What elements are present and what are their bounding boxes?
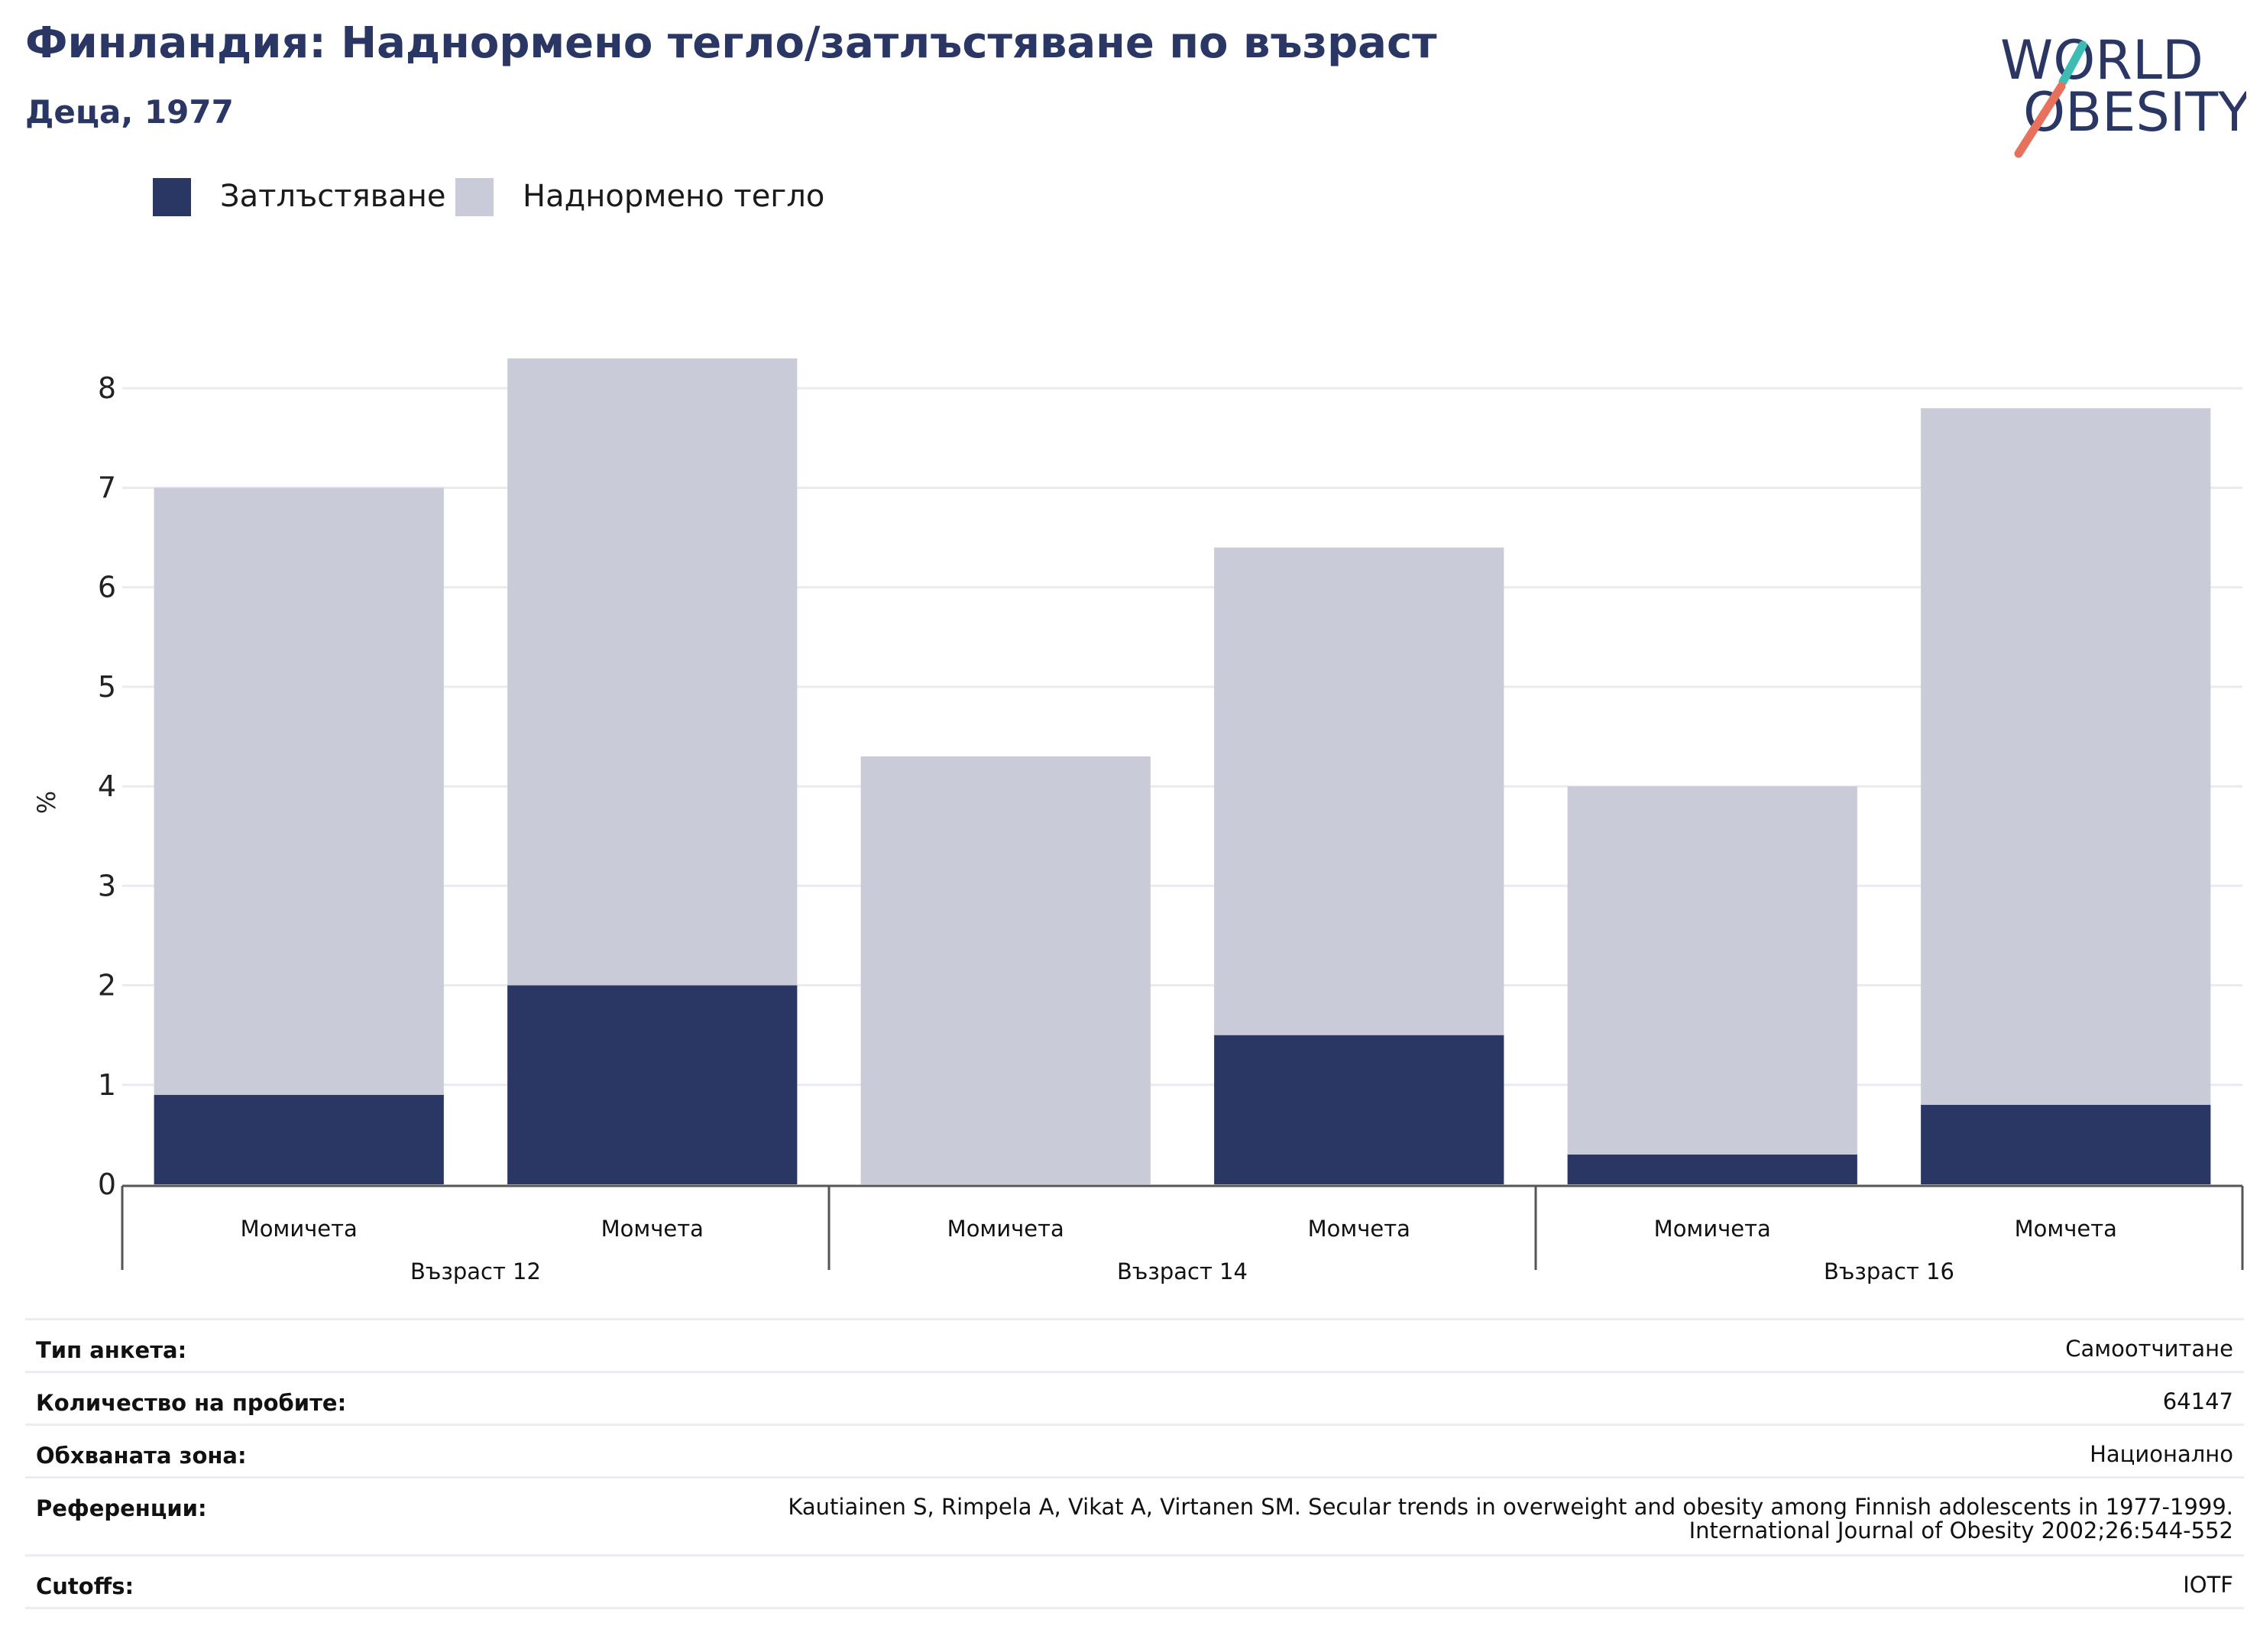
- info-value-sample-size: 64147: [2162, 1388, 2233, 1414]
- logo-slash-coral: [2014, 82, 2066, 158]
- info-label-survey-type: Тип анкета:: [36, 1337, 187, 1363]
- stacked-bar-chart: 0 1 2 3 4 5 6 7 8% Момичета Момчета Момичета Момчета…: [32, 358, 2244, 1284]
- group-label: Възраст 14: [1117, 1258, 1248, 1284]
- info-label-cutoffs: Cutoffs:: [36, 1573, 134, 1599]
- x-tick-label: Момичета: [241, 1216, 358, 1242]
- y-tick-label: 1: [98, 1068, 116, 1102]
- info-value-survey-type: Самоотчитане: [2065, 1336, 2233, 1362]
- survey-info-table: Тип анкета: Самоотчитане Количество на п…: [25, 1318, 2244, 1609]
- bar-obesity: [154, 1094, 444, 1184]
- x-tick-label: Момчета: [601, 1216, 704, 1242]
- y-tick-label: 7: [98, 471, 116, 504]
- world-obesity-logo: WORLD OBESITY: [2000, 29, 2246, 158]
- x-tick-label: Момчета: [1308, 1216, 1410, 1242]
- bar-overweight: [1567, 786, 1857, 1155]
- y-axis-label: %: [32, 791, 61, 814]
- y-tick-label: 2: [98, 969, 116, 1003]
- info-row-survey-type: Тип анкета: Самоотчитане: [25, 1320, 2244, 1373]
- legend-swatch-overweight: [455, 178, 494, 216]
- bar-overweight: [507, 358, 798, 986]
- y-tick-label: 4: [98, 769, 116, 803]
- bar-obesity: [507, 985, 798, 1184]
- group-label: Възраст 16: [1824, 1258, 1954, 1284]
- logo-word-world: WORLD: [2000, 29, 2203, 92]
- y-tick-label: 0: [98, 1168, 116, 1201]
- info-row-cutoffs: Cutoffs: IOTF: [25, 1556, 2244, 1609]
- legend-label-obesity: Затлъстяване: [220, 179, 446, 214]
- info-label-references: Референции:: [36, 1495, 207, 1521]
- bar-obesity: [1214, 1035, 1504, 1184]
- bar-obesity: [1567, 1154, 1857, 1184]
- chart-subtitle: Деца, 1977: [25, 93, 234, 131]
- info-row-references: Референции: Kautiainen S, Rimpela A, Vik…: [25, 1479, 2244, 1556]
- bar-overweight: [1214, 547, 1504, 1035]
- x-tick-label: Момичета: [1654, 1216, 1771, 1242]
- x-tick-label: Момчета: [2015, 1216, 2117, 1242]
- bar-obesity: [1921, 1104, 2211, 1184]
- y-tick-label: 6: [98, 571, 116, 604]
- group-label: Възраст 12: [410, 1258, 541, 1284]
- bar-overweight: [860, 756, 1151, 1184]
- info-value-references: Kautiainen S, Rimpela A, Vikat A, Virtan…: [788, 1494, 2233, 1543]
- bar-overweight: [154, 488, 444, 1095]
- info-row-sample-size: Количество на пробите: 64147: [25, 1373, 2244, 1426]
- info-label-coverage: Обхваната зона:: [36, 1443, 247, 1469]
- legend-label-overweight: Наднормено тегло: [523, 179, 825, 214]
- x-tick-label: Момичета: [947, 1216, 1064, 1242]
- info-row-coverage: Обхваната зона: Национално: [25, 1426, 2244, 1479]
- info-value-cutoffs: IOTF: [2183, 1572, 2233, 1598]
- legend-swatch-obesity: [153, 178, 191, 216]
- info-label-sample-size: Количество на пробите:: [36, 1390, 347, 1416]
- y-tick-label: 5: [98, 670, 116, 704]
- logo-slash-teal: [2058, 40, 2087, 86]
- info-value-coverage: Национално: [2090, 1441, 2233, 1467]
- bar-overweight: [1921, 408, 2211, 1105]
- chart-title: Финландия: Наднормено тегло/затлъстяване…: [25, 18, 1437, 68]
- y-tick-label: 8: [98, 371, 116, 405]
- y-tick-label: 3: [98, 869, 116, 902]
